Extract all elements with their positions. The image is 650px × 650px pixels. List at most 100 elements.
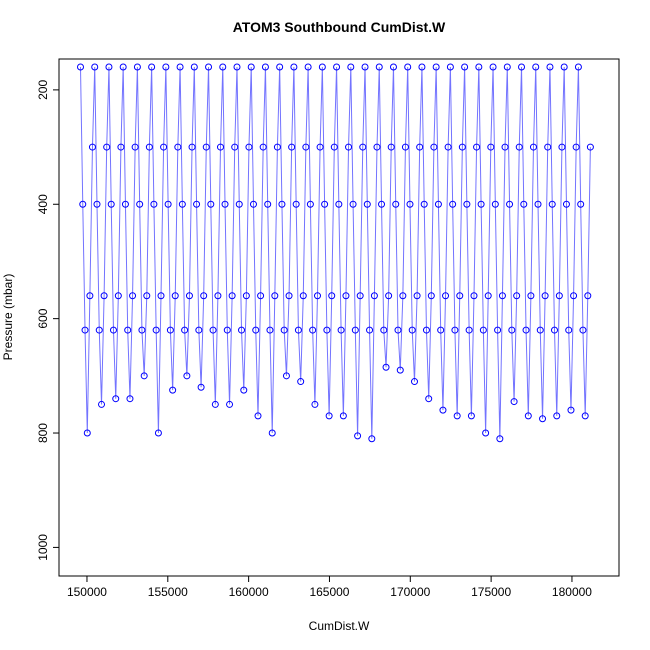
data-point [522, 326, 530, 334]
data-point [107, 200, 115, 208]
data-point [292, 200, 300, 208]
data-point [259, 143, 267, 151]
data-point [138, 326, 146, 334]
data-point [385, 292, 393, 300]
data-point [465, 326, 473, 334]
data-point [235, 200, 243, 208]
data-point [330, 143, 338, 151]
data-point [550, 326, 558, 334]
data-point [434, 200, 442, 208]
data-point [209, 326, 217, 334]
data-point [453, 412, 461, 420]
data-point [506, 200, 514, 208]
data-point [565, 326, 573, 334]
data-point [285, 292, 293, 300]
data-point [252, 326, 260, 334]
data-point [520, 200, 528, 208]
data-point [432, 63, 440, 71]
data-point [140, 372, 148, 380]
data-point [406, 200, 414, 208]
x-tick-label: 180000 [552, 585, 592, 599]
data-point [321, 200, 329, 208]
data-point [266, 326, 274, 334]
data-point [413, 292, 421, 300]
y-tick-label: 600 [36, 308, 50, 328]
data-point [498, 292, 506, 300]
data-point [271, 292, 279, 300]
data-point [200, 292, 208, 300]
data-point [88, 143, 96, 151]
data-point [482, 429, 490, 437]
data-point [389, 63, 397, 71]
x-tick-label: 165000 [309, 585, 349, 599]
data-point [249, 200, 257, 208]
y-tick-label: 800 [36, 423, 50, 443]
data-point [394, 326, 402, 334]
data-point [408, 326, 416, 334]
data-point [178, 200, 186, 208]
data-point [456, 292, 464, 300]
data-point [553, 412, 561, 420]
data-point [333, 63, 341, 71]
data-point [103, 143, 111, 151]
data-point [349, 200, 357, 208]
data-point [105, 63, 113, 71]
data-point [351, 326, 359, 334]
data-point [124, 326, 132, 334]
data-point [572, 143, 580, 151]
data-point [463, 200, 471, 208]
data-point [410, 378, 418, 386]
data-point [387, 143, 395, 151]
data-point [577, 200, 585, 208]
data-point [359, 143, 367, 151]
data-point [304, 63, 312, 71]
data-point [484, 292, 492, 300]
data-point [288, 143, 296, 151]
data-point [148, 63, 156, 71]
data-point [129, 292, 137, 300]
data-point [470, 292, 478, 300]
data-point [560, 63, 568, 71]
data-point [392, 200, 400, 208]
data-point [126, 395, 134, 403]
data-point [143, 292, 151, 300]
data-point [529, 143, 537, 151]
data-point [527, 292, 535, 300]
data-point [136, 200, 144, 208]
y-tick-label: 200 [36, 80, 50, 100]
data-point [574, 63, 582, 71]
data-point [205, 63, 213, 71]
data-point [190, 63, 198, 71]
data-point [323, 326, 331, 334]
data-point [231, 143, 239, 151]
data-point [313, 292, 321, 300]
data-point [555, 292, 563, 300]
data-point [145, 143, 153, 151]
data-point [422, 326, 430, 334]
data-point [278, 200, 286, 208]
data-point [416, 143, 424, 151]
data-point [100, 292, 108, 300]
data-point [185, 292, 193, 300]
data-point [169, 386, 177, 394]
data-point [121, 200, 129, 208]
data-point [513, 292, 521, 300]
plot-area [77, 63, 594, 443]
data-point [214, 292, 222, 300]
data-point [479, 326, 487, 334]
data-point [162, 63, 170, 71]
data-point [373, 143, 381, 151]
data-point [183, 372, 191, 380]
data-point [238, 326, 246, 334]
data-point [176, 63, 184, 71]
x-tick-label: 170000 [390, 585, 430, 599]
data-point [380, 326, 388, 334]
data-point [152, 326, 160, 334]
data-point [328, 292, 336, 300]
data-point [211, 400, 219, 408]
data-point [297, 378, 305, 386]
data-point [240, 386, 248, 394]
data-point [536, 326, 544, 334]
data-point [567, 406, 575, 414]
